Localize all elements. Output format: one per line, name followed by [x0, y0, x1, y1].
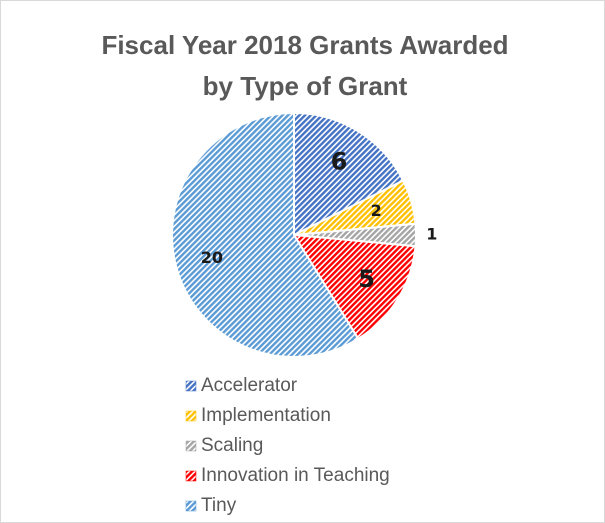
legend-label: Innovation in Teaching	[201, 465, 390, 486]
pie-slice	[292, 233, 417, 341]
chart-title: Fiscal Year 2018 Grants Awarded	[101, 30, 508, 60]
legend-swatch	[185, 470, 197, 482]
legend-swatch	[185, 410, 197, 422]
legend-swatch	[185, 380, 197, 392]
pie-slice	[171, 111, 360, 358]
legend-label: Accelerator	[201, 375, 298, 396]
data-label: 1	[426, 225, 437, 244]
data-label: 2	[371, 201, 382, 220]
data-label: 5	[358, 265, 375, 293]
legend-label: Scaling	[201, 435, 263, 456]
legend-label: Tiny	[201, 495, 237, 516]
legend-label: Implementation	[201, 405, 331, 426]
chart-title: by Type of Grant	[203, 71, 408, 101]
legend-swatch	[185, 440, 197, 452]
data-label: 20	[201, 248, 223, 267]
pie-slice	[293, 111, 405, 237]
data-label: 6	[331, 147, 348, 175]
legend-swatch	[185, 500, 197, 512]
